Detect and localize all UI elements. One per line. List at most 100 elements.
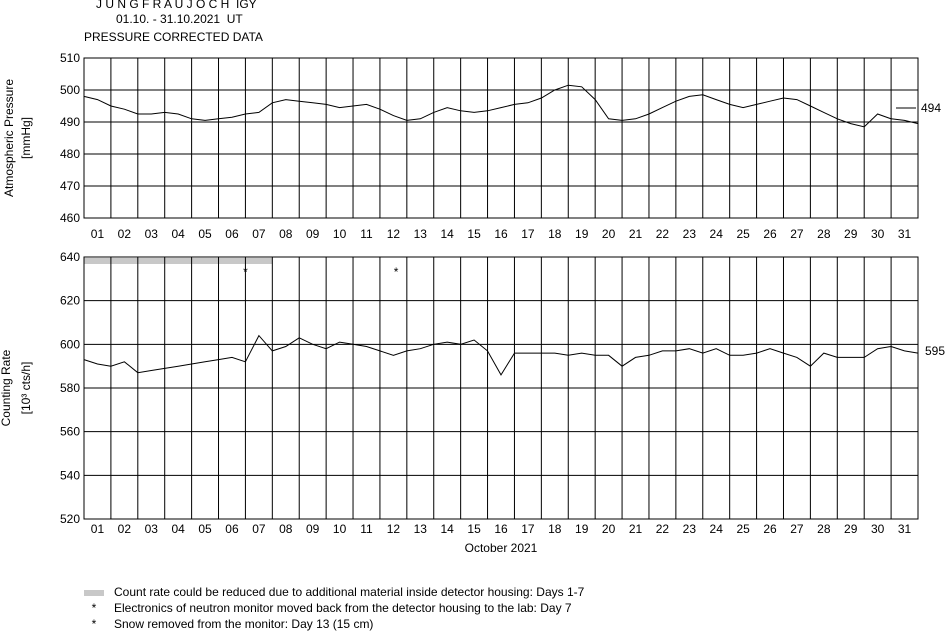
x-tick-label: 12 xyxy=(387,227,401,241)
x-tick-label: 16 xyxy=(494,227,508,241)
y-axis-label: Atmospheric Pressure xyxy=(2,79,16,197)
x-tick-label: 09 xyxy=(306,522,320,536)
x-tick-label: 25 xyxy=(736,522,750,536)
reference-value-label: 595 xyxy=(925,344,945,358)
x-tick-label: 22 xyxy=(656,227,670,241)
x-tick-label: 04 xyxy=(171,227,185,241)
x-tick-label: 18 xyxy=(548,227,562,241)
chart-subtitle: PRESSURE CORRECTED DATA xyxy=(84,30,263,44)
x-tick-label: 07 xyxy=(252,227,266,241)
panel-pressure: 460 470 480 490 500 510 01 02 03 04 05 06 07 08 09 10 11… xyxy=(2,51,941,241)
y-axis-label: Counting Rate xyxy=(0,349,13,426)
y-tick-label: 500 xyxy=(60,83,80,97)
series-line-counting-rate xyxy=(83,334,919,376)
station-title: J U N G F R A U J O C H IGY xyxy=(96,0,257,11)
reduced-rate-bar xyxy=(84,258,273,264)
x-tick-label: 17 xyxy=(521,522,535,536)
x-tick-label: 23 xyxy=(683,522,697,536)
x-tick-label: 26 xyxy=(763,227,777,241)
star-marker-icon: * xyxy=(91,617,97,631)
x-tick-label: 23 xyxy=(683,227,697,241)
star-marker: * xyxy=(243,265,248,279)
x-tick-label: 06 xyxy=(225,522,239,536)
x-tick-label: 09 xyxy=(306,227,320,241)
x-tick-label: 16 xyxy=(494,522,508,536)
y-tick-label: 620 xyxy=(60,294,80,308)
x-tick-label: 02 xyxy=(118,522,132,536)
x-tick-label: 18 xyxy=(548,522,562,536)
x-tick-label: 28 xyxy=(817,522,831,536)
legend-text-snow: Snow removed from the monitor: Day 13 (1… xyxy=(114,617,374,631)
x-tick-label: 31 xyxy=(898,522,912,536)
x-tick-label: 01 xyxy=(91,522,105,536)
x-tick-label: 21 xyxy=(629,227,643,241)
x-tick-label: 15 xyxy=(467,227,481,241)
y-tick-label: 520 xyxy=(60,512,80,526)
x-tick-label: 14 xyxy=(441,522,455,536)
plot-frame xyxy=(83,256,919,520)
y-tick-label: 560 xyxy=(60,425,80,439)
x-tick-label: 25 xyxy=(736,227,750,241)
x-tick-label: 27 xyxy=(790,522,804,536)
x-tick-label: 13 xyxy=(414,522,428,536)
x-tick-label: 03 xyxy=(145,522,159,536)
x-tick-label: 05 xyxy=(198,227,212,241)
legend-item-reduced-rate: Count rate could be reduced due to addit… xyxy=(84,585,584,600)
x-tick-label: 24 xyxy=(710,227,724,241)
x-tick-label: 22 xyxy=(656,522,670,536)
x-tick-label: 08 xyxy=(279,522,293,536)
reference-value-label: 494 xyxy=(921,101,941,115)
x-tick-label: 10 xyxy=(333,522,347,536)
x-tick-label: 12 xyxy=(387,522,401,536)
x-tick-label: 27 xyxy=(790,227,804,241)
x-tick-label: 01 xyxy=(91,227,105,241)
date-range: 01.10. - 31.10.2021 UT xyxy=(116,12,243,26)
x-tick-label: 19 xyxy=(575,227,589,241)
x-tick-label: 17 xyxy=(521,227,535,241)
x-tick-label: 30 xyxy=(871,227,885,241)
x-tick-label: 11 xyxy=(360,227,373,241)
gray-bar-swatch xyxy=(84,589,104,596)
y-tick-label: 460 xyxy=(60,211,80,225)
x-tick-label: 05 xyxy=(198,522,212,536)
x-tick-label: 08 xyxy=(279,227,293,241)
legend-item-electronics: * Electronics of neutron monitor moved b… xyxy=(84,601,572,616)
x-tick-label: 28 xyxy=(817,227,831,241)
x-tick-label: 19 xyxy=(575,522,589,536)
legend-item-snow: * Snow removed from the monitor: Day 13 … xyxy=(84,617,374,632)
x-tick-label: 13 xyxy=(414,227,428,241)
x-tick-label: 03 xyxy=(145,227,159,241)
x-tick-label: 29 xyxy=(844,227,858,241)
x-tick-label: 21 xyxy=(629,522,643,536)
y-axis-unit: [mmHg] xyxy=(19,117,33,159)
star-marker-icon: * xyxy=(91,601,97,615)
x-tick-label: 29 xyxy=(844,522,858,536)
y-tick-label: 490 xyxy=(60,115,80,129)
x-tick-label: 10 xyxy=(333,227,347,241)
y-tick-label: 540 xyxy=(60,468,80,482)
x-axis-label: October 2021 xyxy=(465,541,538,555)
x-tick-label: 30 xyxy=(871,522,885,536)
series-line-pressure xyxy=(83,84,919,128)
legend-text-electronics: Electronics of neutron monitor moved bac… xyxy=(114,601,572,615)
x-tick-label: 20 xyxy=(602,522,616,536)
x-tick-label: 11 xyxy=(360,522,373,536)
y-tick-label: 510 xyxy=(60,51,80,65)
x-tick-label: 06 xyxy=(225,227,239,241)
y-tick-label: 600 xyxy=(60,337,80,351)
y-tick-label: 480 xyxy=(60,147,80,161)
panel-counting-rate: 520 540 560 580 600 620 640 01 02 03 04 05 06 07 08 09 1… xyxy=(0,250,945,555)
x-tick-label: 07 xyxy=(252,522,266,536)
legend-text-reduced-rate: Count rate could be reduced due to addit… xyxy=(114,585,585,599)
y-axis-unit: [10³ cts/h] xyxy=(19,362,33,415)
plot-frame xyxy=(83,57,919,219)
x-tick-label: 02 xyxy=(118,227,132,241)
x-tick-label: 31 xyxy=(898,227,912,241)
x-tick-label: 20 xyxy=(602,227,616,241)
y-tick-label: 580 xyxy=(60,381,80,395)
x-tick-label: 15 xyxy=(467,522,481,536)
x-tick-label: 14 xyxy=(441,227,455,241)
y-tick-label: 470 xyxy=(60,179,80,193)
x-tick-label: 24 xyxy=(710,522,724,536)
